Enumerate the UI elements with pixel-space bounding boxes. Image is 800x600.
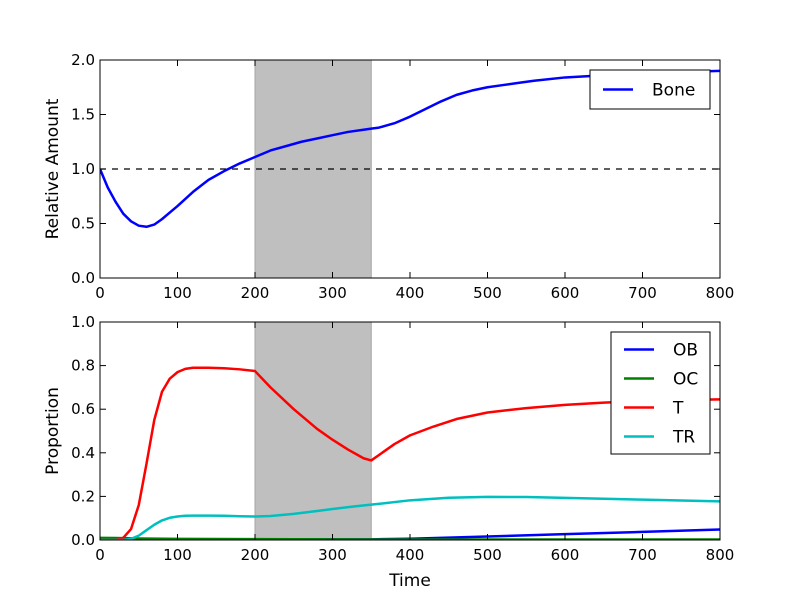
x-tick-label: 100	[163, 546, 192, 564]
series-group	[100, 69, 720, 229]
x-tick-label: 700	[628, 546, 657, 564]
shaded-region	[254, 59, 372, 279]
x-tick-label: 400	[396, 546, 425, 564]
x-tick-label: 0	[95, 284, 105, 302]
y-tick-label: 0.0	[71, 531, 95, 549]
proportion-panel: 0 100 200 300 400 500 600 700 800 0.0 0.2 0.4 0.6 0.8…	[43, 313, 734, 591]
legend-label-ob: OB	[673, 341, 698, 361]
bone-panel: 0 100 200 300 400 500 600 700 800 0.0 0.5 1.0 1.5 2.0…	[43, 51, 734, 302]
legend-box	[610, 331, 711, 455]
x-tick-label: 400	[396, 284, 425, 302]
shaded-region	[254, 321, 372, 541]
x-tick-label: 300	[318, 284, 347, 302]
x-tick-label: 500	[473, 546, 502, 564]
legend-label-tr: TR	[672, 428, 695, 448]
series-line-t	[100, 366, 720, 540]
y-tick-label: 0.0	[71, 269, 95, 287]
y-tick-label: 2.0	[71, 51, 95, 69]
y-axis-label: Relative Amount	[43, 98, 63, 239]
x-tick-label: 800	[706, 284, 735, 302]
legend: OB OC T TR	[610, 331, 711, 455]
x-tick-label: 700	[628, 284, 657, 302]
x-tick-label: 800	[706, 546, 735, 564]
x-tick-label: 100	[163, 284, 192, 302]
x-tick-label: 600	[551, 284, 580, 302]
series-line-tr	[100, 495, 720, 540]
y-tick-label: 0.5	[71, 215, 95, 233]
y-tick-label: 1.5	[71, 106, 95, 124]
x-tick-label: 500	[473, 284, 502, 302]
y-tick-label: 0.2	[71, 487, 95, 505]
legend-label-t: T	[672, 399, 684, 419]
series-line-bone	[100, 69, 720, 229]
y-tick-label: 0.6	[71, 400, 95, 418]
y-tick-label: 0.8	[71, 357, 95, 375]
y-tick-label: 0.4	[71, 444, 95, 462]
x-tick-label: 200	[241, 284, 270, 302]
legend-label-oc: OC	[673, 370, 698, 390]
x-tick-label: 300	[318, 546, 347, 564]
x-tick-label: 0	[95, 546, 105, 564]
legend-label-bone: Bone	[652, 81, 695, 101]
y-tick-label: 1.0	[71, 313, 95, 331]
x-tick-label: 600	[551, 546, 580, 564]
y-axis-label: Proportion	[43, 387, 63, 475]
y-tick-label: 1.0	[71, 160, 95, 178]
legend: Bone	[589, 69, 711, 110]
x-tick-label: 200	[241, 546, 270, 564]
x-axis-label: Time	[388, 571, 431, 591]
